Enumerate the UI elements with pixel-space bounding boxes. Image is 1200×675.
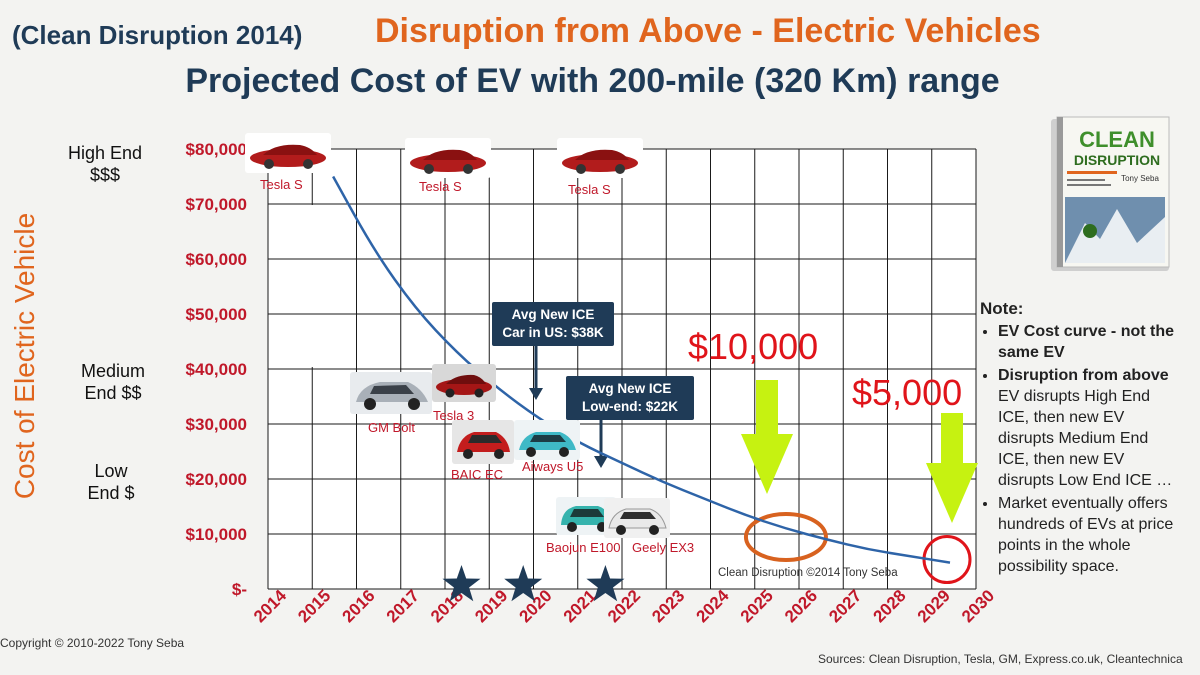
callout-arrowhead: [529, 388, 543, 400]
x-tick-label: 2023: [648, 586, 688, 626]
tier-medium-line1: Medium: [80, 361, 146, 381]
note-box: Note: EV Cost curve - not the same EV Di…: [980, 298, 1180, 579]
highlight-arrow-shaft: [756, 380, 778, 436]
y-tick-label: $30,000: [186, 415, 247, 434]
header-main-title: Disruption from Above - Electric Vehicle…: [375, 12, 1041, 50]
highlight-ellipse-10000: [743, 512, 828, 562]
callout-line2: Low-end: $22K: [581, 399, 678, 414]
car-label: Tesla S: [260, 177, 303, 192]
car-label: Aiways U5: [522, 459, 584, 474]
price-5000-label: $5,000: [852, 372, 963, 413]
highlight-arrowhead: [926, 463, 978, 523]
car-label: GM Bolt: [368, 420, 415, 435]
tier-high-line1: High End: [67, 143, 143, 163]
x-tick-label: 2017: [383, 586, 423, 626]
highlight-arrow-shaft: [941, 413, 963, 465]
y-tick-label: $20,000: [186, 470, 247, 489]
highlight-arrowhead: [741, 434, 793, 494]
note-bullet-2-bold: Disruption from above: [998, 367, 1169, 384]
series-layer: [332, 175, 951, 564]
callout-line1: Avg New ICE: [511, 307, 595, 322]
car-image-tesla-s-3: [557, 138, 643, 178]
y-tick-label: $40,000: [186, 360, 247, 379]
x-tick-label: 2019: [471, 586, 511, 626]
star-marker: [504, 565, 543, 602]
note-title: Note:: [980, 299, 1024, 318]
decor-layer: [529, 342, 978, 584]
book-cover-image: CLEAN DISRUPTION Tony Seba: [1045, 113, 1175, 275]
x-tick-label: 2030: [958, 586, 998, 626]
x-tick-label: 2016: [339, 586, 379, 626]
car-image-aiways-u5: [514, 420, 580, 460]
car-label: Tesla S: [568, 182, 611, 197]
tier-medium-line2: End $$: [84, 383, 142, 403]
y-tick-label: $10,000: [186, 525, 247, 544]
x-tick-label: 2024: [693, 586, 734, 627]
y-tick-label: $70,000: [186, 195, 247, 214]
callout-avg-ice-us: Avg New ICE Car in US: $38K: [492, 302, 614, 346]
tier-medium-end: Medium End $$: [38, 360, 188, 404]
y-tick-label: $50,000: [186, 305, 247, 324]
header-left-title: (Clean Disruption 2014): [12, 20, 303, 50]
star-marker: [442, 565, 481, 602]
book-title-1: CLEAN: [1079, 127, 1155, 152]
tier-low-line2: End $: [87, 483, 135, 503]
x-ticks: 2014 2015 2016 2017 2018 2019 2020 2021 2022 2023…: [250, 586, 998, 627]
note-bullet-2-rest: EV disrupts High End ICE, then new EV di…: [998, 388, 1173, 489]
x-tick-label: 2028: [870, 586, 910, 626]
marker-layer: [442, 565, 625, 602]
price-10000-label: $10,000: [688, 326, 819, 367]
grid-gap: [269, 205, 350, 367]
car-image-tesla-s-2: [405, 138, 491, 178]
callout-avg-ice-low: Avg New ICE Low-end: $22K: [566, 376, 694, 420]
x-tick-label: 2014: [250, 586, 291, 627]
callout-line1: Avg New ICE: [588, 381, 672, 396]
book-title-2: DISRUPTION: [1074, 152, 1160, 168]
y-tick-label: $60,000: [186, 250, 247, 269]
callout-arrowhead: [594, 456, 608, 468]
car-image-gm-bolt: [350, 372, 432, 414]
car-label: Tesla S: [419, 179, 462, 194]
tier-low-end: Low End $: [36, 460, 186, 504]
car-label: Baojun E100: [546, 540, 621, 555]
tier-high-end: High End $$$: [30, 142, 180, 186]
x-tick-label: 2015: [294, 586, 334, 626]
tier-high-line2: $$$: [89, 165, 121, 185]
star-marker: [586, 565, 625, 602]
ev-cost-curve: [332, 175, 951, 564]
car-label: BAIC EC: [451, 467, 504, 482]
x-tick-label: 2026: [781, 586, 821, 626]
car-label: Geely EX3: [632, 540, 695, 555]
x-tick-label: 2029: [914, 586, 954, 626]
chart-subtitle: Projected Cost of EV with 200-mile (320 …: [185, 62, 1000, 100]
y-tick-label: $-: [232, 580, 247, 599]
car-image-tesla-3: [432, 364, 496, 402]
tier-low-line1: Low: [94, 461, 128, 481]
book-author: Tony Seba: [1121, 174, 1159, 183]
y-tick-label: $80,000: [186, 140, 247, 159]
chart-watermark: Clean Disruption ©2014 Tony Seba: [718, 567, 898, 579]
x-tick-label: 2025: [737, 586, 777, 626]
copyright-footer: Copyright © 2010-2022 Tony Seba: [0, 636, 185, 650]
x-tick-label: 2021: [560, 586, 600, 626]
sources-footer: Sources: Clean Disruption, Tesla, GM, Ex…: [818, 652, 1183, 666]
callout-line2: Car in US: $38K: [502, 325, 604, 340]
y-ticks: $- $10,000 $20,000 $30,000 $40,000 $50,000 $60…: [186, 140, 247, 599]
car-image-tesla-s-1: [245, 133, 331, 173]
note-bullet-3: Market eventually offers hundreds of EVs…: [998, 495, 1174, 575]
note-bullet-1: EV Cost curve - not the same EV: [998, 323, 1175, 361]
car-label: Tesla 3: [433, 408, 475, 423]
car-image-geely-ex3: [604, 498, 670, 538]
x-tick-label: 2027: [825, 586, 865, 626]
car-image-baic-ec: [452, 420, 514, 464]
